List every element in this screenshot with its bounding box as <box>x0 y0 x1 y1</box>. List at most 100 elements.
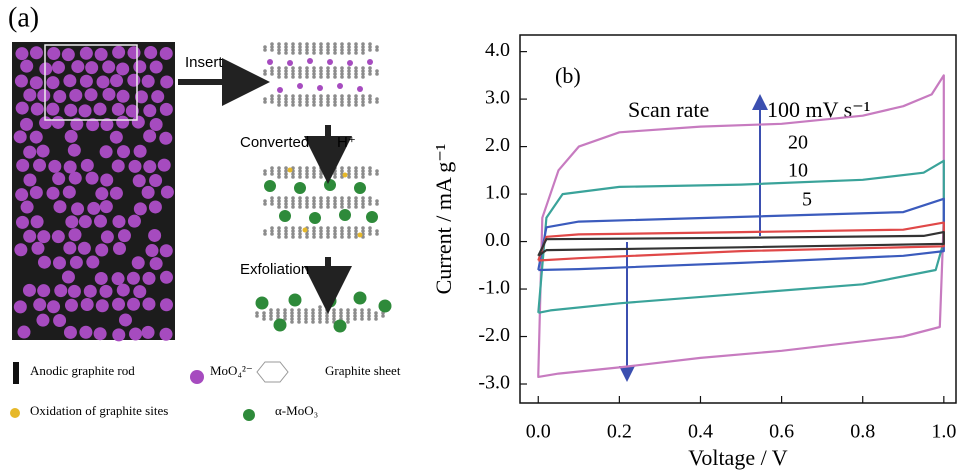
sphere <box>131 256 145 270</box>
carbon-atom <box>305 45 309 49</box>
carbon-atom <box>312 75 316 79</box>
sphere <box>68 228 82 242</box>
sphere <box>95 243 109 257</box>
carbon-atom <box>263 169 267 173</box>
sphere <box>63 241 77 255</box>
carbon-atom <box>263 232 267 236</box>
cv-curve <box>537 221 945 262</box>
sphere <box>141 185 155 199</box>
carbon-atom <box>368 48 372 52</box>
oxide-sphere <box>323 294 337 308</box>
sphere <box>64 103 78 117</box>
carbon-atom <box>326 226 330 230</box>
carbon-atom <box>368 45 372 49</box>
sphere <box>80 298 94 312</box>
carbon-atom <box>361 48 365 52</box>
carbon-atom <box>375 48 379 52</box>
sphere <box>83 284 97 298</box>
carbon-atom <box>305 42 309 46</box>
ion-sphere <box>357 86 363 92</box>
sphere <box>62 185 76 199</box>
sphere <box>54 284 68 298</box>
carbon-atom <box>367 314 371 318</box>
sphere <box>112 297 126 311</box>
carbon-atom <box>368 66 372 70</box>
sphere <box>129 327 143 341</box>
carbon-atom <box>354 172 358 176</box>
carbon-atom <box>326 229 330 233</box>
carbon-atom <box>332 317 336 321</box>
oxide-sphere <box>288 293 302 307</box>
sphere <box>31 241 45 255</box>
carbon-atom <box>360 314 364 318</box>
sphere <box>69 255 83 269</box>
carbon-atom <box>305 199 309 203</box>
carbon-atom <box>277 235 281 239</box>
carbon-atom <box>270 169 274 173</box>
carbon-atom <box>333 94 337 98</box>
carbon-atom <box>354 205 358 209</box>
carbon-atom <box>326 51 330 55</box>
carbon-atom <box>277 48 281 52</box>
carbon-atom <box>333 229 337 233</box>
carbon-atom <box>277 75 281 79</box>
carbon-atom <box>354 196 358 200</box>
carbon-atom <box>305 175 309 179</box>
carbon-atom <box>353 317 357 321</box>
carbon-atom <box>305 72 309 76</box>
carbon-atom <box>284 69 288 73</box>
carbon-atom <box>326 202 330 206</box>
sphere <box>128 159 142 173</box>
carbon-atom <box>333 226 337 230</box>
sphere <box>51 230 65 244</box>
panel-a: (a) Insert Converted H⁺ Exfoliation Anod… <box>8 2 401 421</box>
x-tick-label: 0.8 <box>850 421 875 443</box>
carbon-atom <box>305 202 309 206</box>
sphere <box>96 75 110 89</box>
sphere <box>110 74 124 88</box>
carbon-atom <box>319 75 323 79</box>
carbon-atom <box>270 166 274 170</box>
carbon-atom <box>347 229 351 233</box>
carbon-atom <box>326 175 330 179</box>
carbon-atom <box>284 72 288 76</box>
sphere <box>23 145 37 159</box>
carbon-atom <box>319 94 323 98</box>
carbon-atom <box>276 308 280 312</box>
carbon-atom <box>319 72 323 76</box>
carbon-atom <box>354 51 358 55</box>
carbon-atom <box>298 48 302 52</box>
sphere <box>134 90 148 104</box>
carbon-atom <box>340 42 344 46</box>
carbon-atom <box>312 51 316 55</box>
carbon-atom <box>354 100 358 104</box>
carbon-atom <box>298 94 302 98</box>
carbon-atom <box>283 308 287 312</box>
oxide-sphere <box>354 182 366 194</box>
carbon-atom <box>312 103 316 107</box>
carbon-atom <box>270 69 274 73</box>
sphere <box>127 73 141 87</box>
legend-label: Anodic graphite rod <box>30 363 135 378</box>
carbon-atom <box>262 314 266 318</box>
carbon-atom <box>368 166 372 170</box>
carbon-atom <box>270 97 274 101</box>
x-tick-label: 1.0 <box>931 421 956 443</box>
carbon-atom <box>291 72 295 76</box>
carbon-atom <box>340 205 344 209</box>
carbon-atom <box>326 100 330 104</box>
carbon-atom <box>284 48 288 52</box>
sphere <box>52 172 66 186</box>
carbon-atom <box>333 66 337 70</box>
carbon-atom <box>361 202 365 206</box>
sphere <box>79 46 93 60</box>
sphere <box>132 174 146 188</box>
carbon-atom <box>298 169 302 173</box>
carbon-atom <box>277 232 281 236</box>
sphere <box>133 60 147 74</box>
sphere <box>67 143 81 157</box>
carbon-atom <box>360 308 364 312</box>
carbon-atom <box>347 100 351 104</box>
ion-sphere <box>297 83 303 89</box>
carbon-atom <box>269 317 273 321</box>
